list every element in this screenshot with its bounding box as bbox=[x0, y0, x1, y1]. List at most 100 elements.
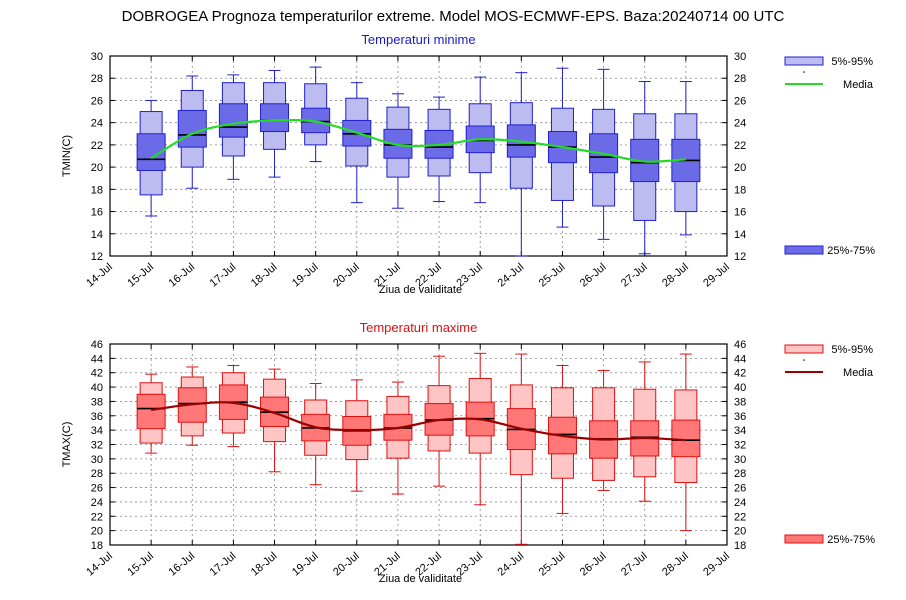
c0-ytick-label-right: 12 bbox=[734, 251, 746, 263]
c0-xtick-label: 20-Jul bbox=[331, 261, 362, 289]
c1-subtitle: Temperaturi maxime bbox=[360, 320, 478, 335]
c1-ytick-label-right: 32 bbox=[734, 440, 746, 452]
c1-box-p25-p75 bbox=[136, 393, 166, 430]
c1-xtick-label: 14-Jul bbox=[84, 550, 115, 578]
c1-legend-swatch-p5-p95 bbox=[784, 344, 824, 354]
c1-ytick-label-left: 20 bbox=[91, 526, 103, 538]
c1-xtick-label: 15-Jul bbox=[125, 550, 156, 578]
c0-box-p25-p75 bbox=[177, 109, 207, 148]
c0-ytick-label-left: 12 bbox=[91, 251, 103, 263]
c0-ytick-label-left: 26 bbox=[91, 95, 103, 107]
c1-legend-label-mean: Media bbox=[843, 367, 874, 379]
c1-ytick-label-right: 28 bbox=[734, 468, 746, 480]
c0-ytick-label-right: 16 bbox=[734, 207, 746, 219]
c1-xtick-label: 18-Jul bbox=[249, 550, 280, 578]
c1-ytick-label-right: 44 bbox=[734, 353, 746, 365]
c1-xtick-label: 29-Jul bbox=[701, 550, 732, 578]
c1-xtick-label: 25-Jul bbox=[537, 550, 568, 578]
c0-legend-swatch-p25-p75 bbox=[784, 245, 824, 255]
page-title: DOBROGEA Prognoza temperaturilor extreme… bbox=[121, 8, 785, 25]
c1-mean-series-line bbox=[150, 401, 686, 442]
c1-ytick-label-left: 40 bbox=[91, 382, 103, 394]
c1-legend-label-p5-p95: 5%-95% bbox=[831, 344, 873, 356]
c0-ytick-label-right: 28 bbox=[734, 73, 746, 85]
c0-ytick-label-left: 24 bbox=[91, 118, 103, 130]
c1-ytick-label-right: 26 bbox=[734, 483, 746, 495]
c1-ytick-label-left: 36 bbox=[91, 411, 103, 423]
c1-xtick-label: 26-Jul bbox=[578, 550, 609, 578]
c0-xtick-label: 26-Jul bbox=[578, 261, 609, 289]
c0-ytick-label-right: 26 bbox=[734, 95, 746, 107]
c0-ytick-label-left: 14 bbox=[91, 229, 103, 241]
c1-ytick-label-right: 46 bbox=[734, 339, 746, 351]
c1-plot-frame bbox=[109, 343, 728, 546]
c1-xtick-label: 20-Jul bbox=[331, 550, 362, 578]
c1-ytick-label-right: 22 bbox=[734, 511, 746, 523]
c1-ytick-label-left: 38 bbox=[91, 396, 103, 408]
c1-ytick-label-right: 40 bbox=[734, 382, 746, 394]
c1-ytick-label-left: 32 bbox=[91, 440, 103, 452]
c0-ytick-label-left: 30 bbox=[91, 51, 103, 63]
c0-subtitle: Temperaturi minime bbox=[361, 32, 475, 47]
c0-ytick-label-right: 22 bbox=[734, 140, 746, 152]
c0-xtick-label: 15-Jul bbox=[125, 261, 156, 289]
c1-xtick-label: 24-Jul bbox=[496, 550, 527, 578]
c0-plot-frame bbox=[109, 55, 728, 257]
c1-ytick-label-left: 42 bbox=[91, 368, 103, 380]
c0-xtick-label: 16-Jul bbox=[167, 261, 198, 289]
c0-xtick-label: 14-Jul bbox=[84, 261, 115, 289]
c1-legend-label-p25-p75: 25%-75% bbox=[827, 534, 875, 546]
c0-ytick-label-right: 14 bbox=[734, 229, 746, 241]
c0-ytick-label-right: 24 bbox=[734, 118, 746, 130]
c1-xtick-label: 28-Jul bbox=[660, 550, 691, 578]
c0-legend-label-p5-p95: 5%-95% bbox=[831, 56, 873, 68]
c0-legend-dot bbox=[803, 71, 805, 73]
c1-xtick-label: 19-Jul bbox=[290, 550, 321, 578]
c1-ytick-label-right: 18 bbox=[734, 540, 746, 552]
c0-box-p25-p75 bbox=[260, 103, 290, 133]
c1-ytick-label-left: 44 bbox=[91, 353, 103, 365]
c0-xtick-label: 24-Jul bbox=[496, 261, 527, 289]
c1-ytick-label-right: 20 bbox=[734, 526, 746, 538]
c0-ylabel: TMIN(C) bbox=[61, 135, 73, 177]
c1-xtick-label: 27-Jul bbox=[619, 550, 650, 578]
c0-xtick-label: 17-Jul bbox=[208, 261, 239, 289]
c1-ytick-label-left: 46 bbox=[91, 339, 103, 351]
c1-ytick-label-left: 30 bbox=[91, 454, 103, 466]
c0-ytick-label-left: 28 bbox=[91, 73, 103, 85]
c1-ytick-label-right: 36 bbox=[734, 411, 746, 423]
c1-ytick-label-left: 24 bbox=[91, 497, 103, 509]
c1-ytick-label-right: 38 bbox=[734, 396, 746, 408]
c0-box-p25-p75 bbox=[218, 103, 248, 138]
c0-ytick-label-left: 20 bbox=[91, 162, 103, 174]
c1-ytick-label-right: 42 bbox=[734, 368, 746, 380]
c0-ytick-label-right: 30 bbox=[734, 51, 746, 63]
c1-xtick-label: 16-Jul bbox=[167, 550, 198, 578]
c1-legend-dot bbox=[803, 359, 805, 361]
c0-xtick-label: 28-Jul bbox=[660, 261, 691, 289]
c1-xtick-label: 17-Jul bbox=[208, 550, 239, 578]
c0-xtick-label: 19-Jul bbox=[290, 261, 321, 289]
c0-xtick-label: 27-Jul bbox=[619, 261, 650, 289]
c1-ytick-label-left: 26 bbox=[91, 483, 103, 495]
c0-legend-label-p25-p75: 25%-75% bbox=[827, 245, 875, 257]
c0-legend-swatch-p5-p95 bbox=[784, 56, 824, 66]
c1-ytick-label-left: 34 bbox=[91, 425, 103, 437]
c0-xtick-label: 29-Jul bbox=[701, 261, 732, 289]
c0-ytick-label-left: 16 bbox=[91, 207, 103, 219]
c1-ytick-label-right: 34 bbox=[734, 425, 746, 437]
c0-xtick-label: 18-Jul bbox=[249, 261, 280, 289]
c1-ytick-label-left: 28 bbox=[91, 468, 103, 480]
c0-ytick-label-right: 20 bbox=[734, 162, 746, 174]
c1-ytick-label-right: 30 bbox=[734, 454, 746, 466]
c1-xlabel: Ziua de validitate bbox=[379, 573, 462, 585]
c0-ytick-label-right: 18 bbox=[734, 184, 746, 196]
c0-ytick-label-left: 22 bbox=[91, 140, 103, 152]
c1-ytick-label-right: 24 bbox=[734, 497, 746, 509]
c1-ylabel: TMAX(C) bbox=[61, 422, 73, 468]
c0-xlabel: Ziua de validitate bbox=[379, 284, 462, 296]
c0-mean-series-line bbox=[150, 118, 686, 163]
c0-xtick-label: 25-Jul bbox=[537, 261, 568, 289]
c0-legend-label-mean: Media bbox=[843, 79, 874, 91]
